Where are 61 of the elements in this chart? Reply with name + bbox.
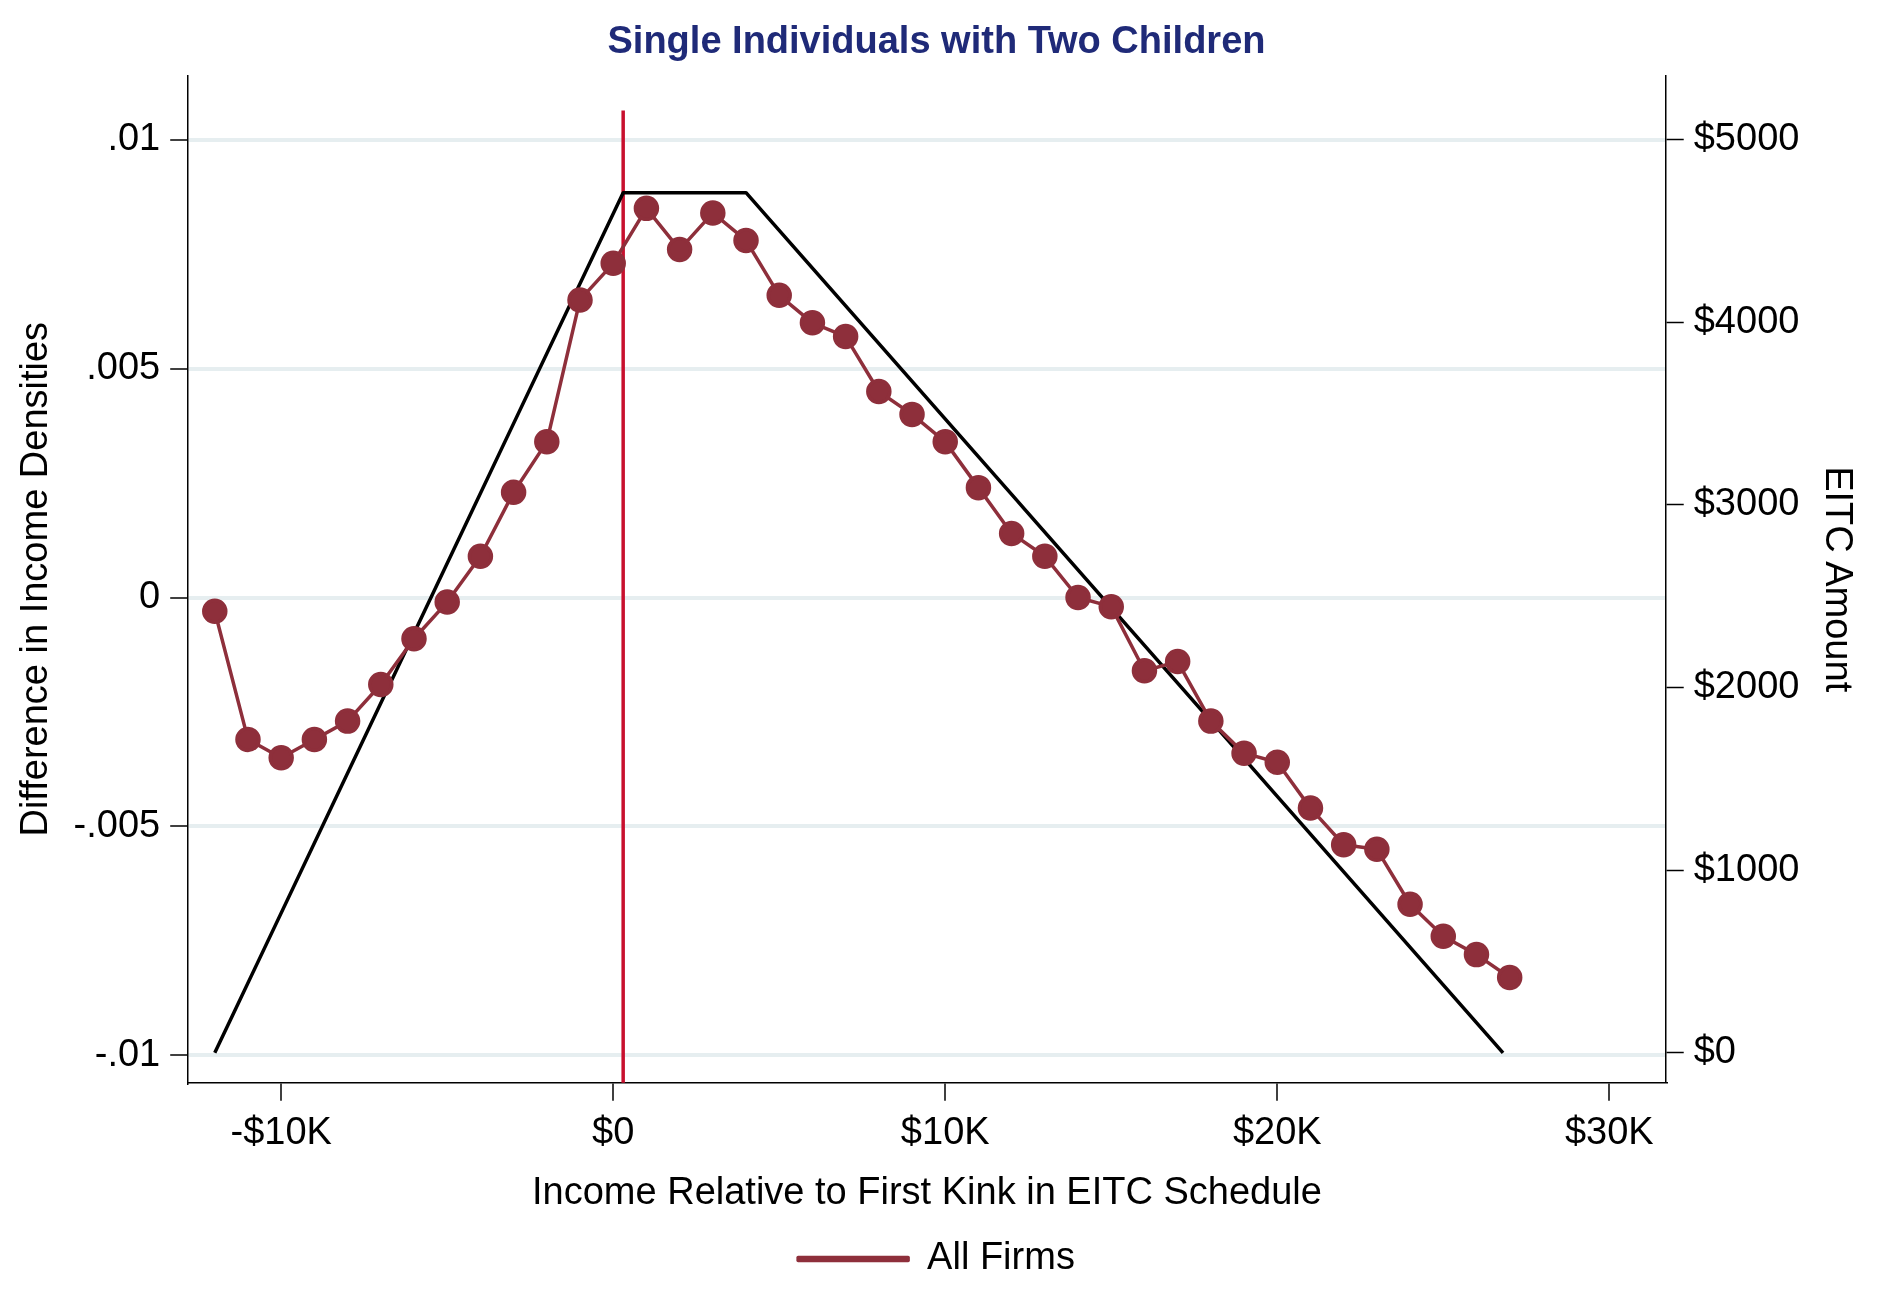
point [1297,795,1324,821]
point [733,227,759,254]
point [866,378,892,405]
point [600,250,626,277]
y-tick-label: .01 [107,116,161,159]
y2-tick-label: $0 [1693,1029,1737,1072]
x-tick-label: -$10K [230,1110,332,1153]
legend-label: All Firms [927,1235,1075,1278]
point [1430,923,1457,950]
point [799,310,826,336]
y-tick-label: -.005 [73,802,161,845]
point [1198,708,1224,734]
point [434,589,460,615]
point [202,598,228,624]
point [467,543,494,570]
point [1364,836,1390,863]
y2-axis-title: EITC Amount [1817,466,1860,693]
y-tick-label: .005 [86,345,161,388]
y-axis-title: Difference in Income Densities [13,321,56,837]
point [1032,543,1058,570]
x-tick-label: $20K [1232,1110,1322,1153]
point [666,236,693,263]
y2-tick-label: $1000 [1693,846,1800,889]
point [1098,593,1124,620]
y-tick-label: 0 [139,574,161,616]
point [633,195,660,222]
point [1065,584,1091,611]
y2-tick-label: $5000 [1693,116,1800,159]
point [1330,831,1357,858]
point [1231,740,1257,766]
y-tick-label: -.01 [94,1031,161,1074]
chart-title: Single Individuals with Two Children [607,19,1266,62]
point [301,726,328,753]
point [965,474,992,501]
y2-tick-label: $3000 [1693,481,1800,524]
point [1496,964,1523,991]
point [1131,658,1158,684]
x-tick-label: $10K [900,1110,990,1153]
point [1463,941,1490,968]
point [235,726,261,753]
point [500,479,527,505]
point [1264,749,1291,776]
y2-tick-label: $2000 [1693,664,1800,707]
point [1397,891,1423,917]
point [766,282,792,309]
point [700,200,726,226]
point [567,287,593,313]
point [401,625,427,652]
x-axis-title: Income Relative to First Kink in EITC Schedule [532,1169,1322,1212]
point [832,323,859,350]
x-tick-label: $30K [1564,1110,1654,1153]
point [899,401,925,428]
y2-tick-label: $4000 [1693,298,1800,341]
point [268,745,294,771]
point [534,429,560,455]
point [1164,648,1191,675]
point [932,429,958,455]
point [334,708,361,734]
point [998,520,1025,547]
x-tick-label: $0 [592,1110,635,1153]
point [368,671,394,698]
